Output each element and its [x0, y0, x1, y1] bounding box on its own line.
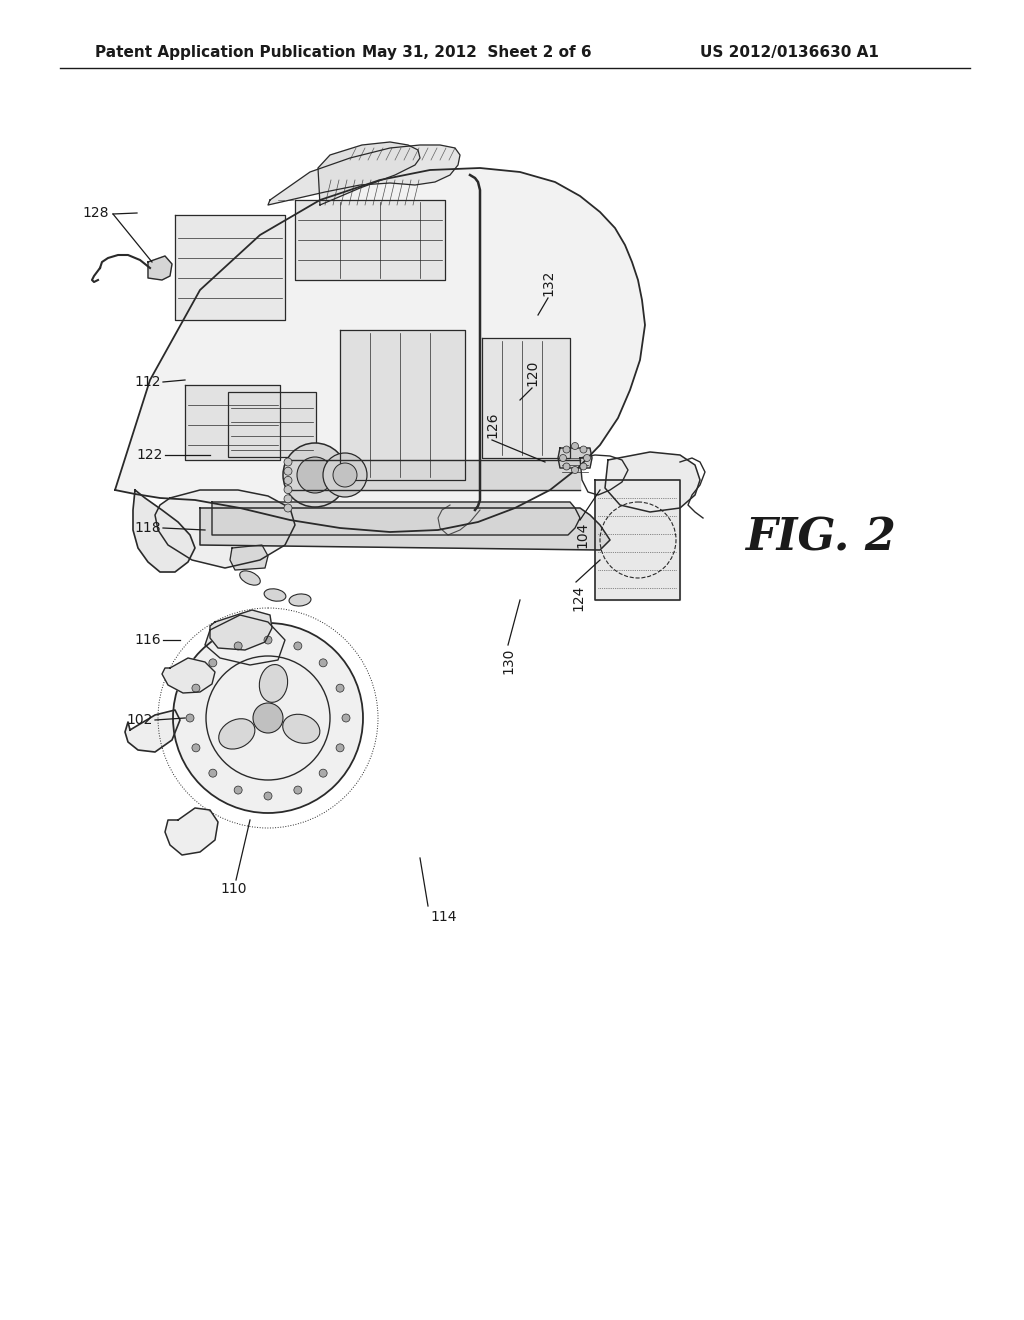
Circle shape — [563, 446, 570, 453]
Circle shape — [319, 770, 327, 777]
Text: 118: 118 — [134, 521, 161, 535]
Polygon shape — [482, 338, 570, 458]
Circle shape — [297, 457, 333, 492]
Polygon shape — [200, 508, 610, 550]
Circle shape — [284, 467, 292, 475]
Circle shape — [209, 770, 217, 777]
Circle shape — [284, 504, 292, 512]
Text: Patent Application Publication: Patent Application Publication — [95, 45, 355, 59]
Text: 114: 114 — [430, 909, 457, 924]
Polygon shape — [165, 808, 218, 855]
Polygon shape — [230, 545, 268, 570]
Circle shape — [186, 714, 194, 722]
Polygon shape — [125, 710, 180, 752]
Ellipse shape — [283, 714, 319, 743]
Text: 102: 102 — [127, 713, 153, 727]
Circle shape — [253, 704, 283, 733]
Polygon shape — [155, 490, 295, 568]
Circle shape — [571, 466, 579, 474]
Polygon shape — [175, 215, 285, 319]
Circle shape — [234, 642, 242, 649]
Polygon shape — [212, 502, 580, 535]
Circle shape — [563, 463, 570, 470]
Polygon shape — [162, 657, 215, 693]
Text: 116: 116 — [134, 634, 161, 647]
Circle shape — [319, 659, 327, 667]
Circle shape — [284, 458, 292, 466]
Polygon shape — [205, 615, 285, 665]
Circle shape — [284, 495, 292, 503]
Ellipse shape — [219, 718, 255, 748]
Text: 132: 132 — [541, 269, 555, 296]
Circle shape — [342, 714, 350, 722]
Circle shape — [209, 659, 217, 667]
Circle shape — [284, 486, 292, 494]
Polygon shape — [595, 480, 680, 601]
Circle shape — [323, 453, 367, 498]
Polygon shape — [148, 256, 172, 280]
Polygon shape — [115, 168, 645, 532]
Circle shape — [294, 642, 302, 649]
Text: May 31, 2012  Sheet 2 of 6: May 31, 2012 Sheet 2 of 6 — [362, 45, 592, 59]
Circle shape — [336, 684, 344, 692]
Text: 110: 110 — [221, 882, 247, 896]
Circle shape — [191, 684, 200, 692]
Polygon shape — [318, 143, 420, 205]
Circle shape — [283, 444, 347, 507]
Polygon shape — [133, 490, 195, 572]
Polygon shape — [185, 385, 280, 459]
Circle shape — [336, 744, 344, 752]
Circle shape — [580, 463, 587, 470]
Polygon shape — [558, 447, 592, 469]
Text: 122: 122 — [136, 447, 163, 462]
Ellipse shape — [289, 594, 311, 606]
Text: 130: 130 — [501, 648, 515, 675]
Text: 112: 112 — [134, 375, 161, 389]
Circle shape — [264, 792, 272, 800]
Text: 104: 104 — [575, 521, 589, 548]
FancyBboxPatch shape — [228, 392, 316, 457]
Text: FIG. 2: FIG. 2 — [744, 516, 895, 560]
Circle shape — [571, 442, 579, 450]
Text: 124: 124 — [571, 585, 585, 611]
Circle shape — [559, 454, 566, 462]
Text: 120: 120 — [525, 359, 539, 385]
Text: 128: 128 — [83, 206, 109, 220]
Circle shape — [191, 744, 200, 752]
Circle shape — [173, 623, 362, 813]
Polygon shape — [268, 145, 460, 205]
Circle shape — [584, 454, 591, 462]
Circle shape — [580, 446, 587, 453]
Ellipse shape — [240, 570, 260, 585]
Polygon shape — [295, 201, 445, 280]
Polygon shape — [340, 330, 465, 480]
Circle shape — [333, 463, 357, 487]
Text: US 2012/0136630 A1: US 2012/0136630 A1 — [700, 45, 879, 59]
Circle shape — [234, 787, 242, 795]
Ellipse shape — [264, 589, 286, 601]
Text: 126: 126 — [485, 412, 499, 438]
Circle shape — [284, 477, 292, 484]
Circle shape — [264, 636, 272, 644]
Polygon shape — [605, 451, 700, 512]
Ellipse shape — [259, 664, 288, 702]
Polygon shape — [210, 610, 272, 649]
Circle shape — [294, 787, 302, 795]
